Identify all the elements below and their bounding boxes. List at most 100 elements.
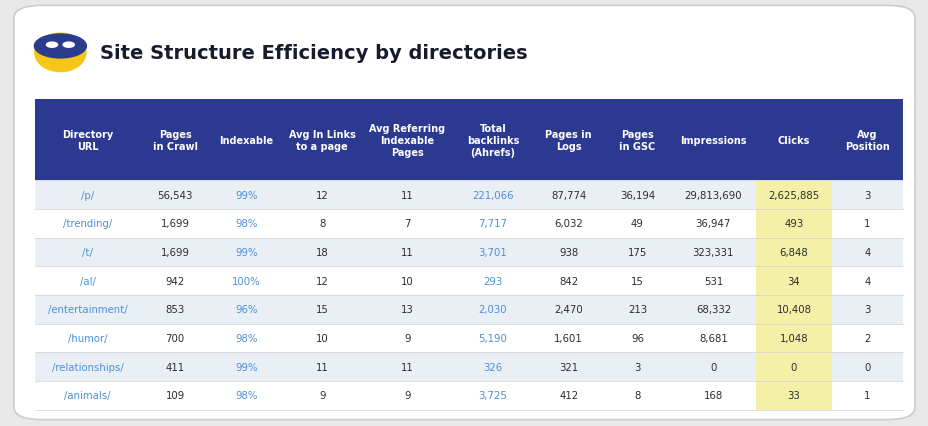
Text: Avg
Position: Avg Position (844, 130, 889, 152)
Text: 98%: 98% (235, 219, 257, 229)
Text: 1: 1 (863, 219, 870, 229)
Text: 1,699: 1,699 (161, 219, 189, 229)
Text: 12: 12 (316, 276, 329, 286)
Text: /trending/: /trending/ (63, 219, 112, 229)
Bar (35, 353, 902, 381)
Text: 87,774: 87,774 (550, 190, 586, 200)
Text: Avg In Links
to a page: Avg In Links to a page (289, 130, 355, 152)
Text: 3: 3 (863, 305, 870, 315)
Bar (35, 100, 902, 181)
Text: 11: 11 (401, 248, 414, 258)
Text: 7,717: 7,717 (478, 219, 507, 229)
Text: Impressions: Impressions (679, 135, 746, 146)
Bar (35, 267, 902, 296)
Text: 10: 10 (401, 276, 414, 286)
Text: 5,190: 5,190 (478, 333, 507, 343)
Text: /al/: /al/ (80, 276, 96, 286)
Text: 175: 175 (627, 248, 647, 258)
Bar (755, 296, 831, 324)
Text: 36,947: 36,947 (695, 219, 730, 229)
Text: 3,725: 3,725 (478, 391, 507, 400)
Circle shape (34, 35, 86, 59)
Text: 3: 3 (863, 190, 870, 200)
Text: 531: 531 (702, 276, 722, 286)
Text: 2,470: 2,470 (554, 305, 583, 315)
Text: 68,332: 68,332 (695, 305, 730, 315)
Text: 99%: 99% (235, 362, 257, 372)
Ellipse shape (35, 34, 85, 72)
Text: 853: 853 (165, 305, 185, 315)
Text: /p/: /p/ (81, 190, 94, 200)
Text: 168: 168 (702, 391, 722, 400)
Text: Pages
in GSC: Pages in GSC (619, 130, 655, 152)
Text: 213: 213 (627, 305, 646, 315)
Text: 33: 33 (787, 391, 799, 400)
Text: 15: 15 (630, 276, 643, 286)
Text: Pages in
Logs: Pages in Logs (545, 130, 591, 152)
Text: 2: 2 (863, 333, 870, 343)
Text: 15: 15 (316, 305, 329, 315)
FancyBboxPatch shape (14, 6, 914, 420)
Text: 700: 700 (165, 333, 185, 343)
Text: 321: 321 (559, 362, 577, 372)
Text: 323,331: 323,331 (692, 248, 733, 258)
Text: 96%: 96% (235, 305, 257, 315)
Text: 6,032: 6,032 (554, 219, 583, 229)
Text: 11: 11 (401, 190, 414, 200)
Bar (35, 381, 902, 410)
Text: Site Structure Efficiency by directories: Site Structure Efficiency by directories (100, 44, 527, 63)
Text: 0: 0 (709, 362, 715, 372)
Text: 7: 7 (404, 219, 410, 229)
Text: /humor/: /humor/ (68, 333, 107, 343)
Bar (35, 238, 902, 267)
Text: 2,625,885: 2,625,885 (767, 190, 818, 200)
Text: /animals/: /animals/ (64, 391, 110, 400)
Circle shape (63, 43, 74, 48)
Text: 11: 11 (401, 362, 414, 372)
Text: 942: 942 (165, 276, 185, 286)
Text: 2,030: 2,030 (478, 305, 507, 315)
Text: 11: 11 (316, 362, 329, 372)
Text: /t/: /t/ (82, 248, 93, 258)
Bar (755, 267, 831, 296)
Text: Directory
URL: Directory URL (62, 130, 113, 152)
Text: 3,701: 3,701 (478, 248, 507, 258)
Bar (755, 381, 831, 410)
Text: /entertainment/: /entertainment/ (47, 305, 127, 315)
Text: 8,681: 8,681 (698, 333, 727, 343)
Text: 4: 4 (863, 276, 870, 286)
Text: /relationships/: /relationships/ (52, 362, 123, 372)
Text: 29,813,690: 29,813,690 (684, 190, 741, 200)
Text: Avg Referring
Indexable
Pages: Avg Referring Indexable Pages (369, 123, 445, 158)
Text: 13: 13 (401, 305, 414, 315)
Text: 1,699: 1,699 (161, 248, 189, 258)
Bar (755, 324, 831, 353)
Text: 10,408: 10,408 (776, 305, 810, 315)
Text: 96: 96 (630, 333, 643, 343)
Text: 8: 8 (318, 219, 325, 229)
Bar (755, 210, 831, 238)
Text: 10: 10 (316, 333, 329, 343)
Text: 221,066: 221,066 (471, 190, 513, 200)
Text: 1,601: 1,601 (554, 333, 583, 343)
Text: Indexable: Indexable (219, 135, 273, 146)
Text: 938: 938 (559, 248, 578, 258)
Text: 56,543: 56,543 (158, 190, 193, 200)
Text: 99%: 99% (235, 190, 257, 200)
Bar (35, 296, 902, 324)
Text: Clicks: Clicks (777, 135, 809, 146)
Text: 98%: 98% (235, 391, 257, 400)
Text: 109: 109 (165, 391, 185, 400)
Text: 9: 9 (318, 391, 325, 400)
Text: 412: 412 (559, 391, 577, 400)
Text: 8: 8 (634, 391, 640, 400)
Bar (35, 210, 902, 238)
Bar (755, 238, 831, 267)
Text: 1: 1 (863, 391, 870, 400)
Bar (35, 181, 902, 210)
Text: 6,848: 6,848 (779, 248, 807, 258)
Bar (755, 181, 831, 210)
Text: 18: 18 (316, 248, 329, 258)
Text: 4: 4 (863, 248, 870, 258)
Text: 9: 9 (404, 391, 410, 400)
